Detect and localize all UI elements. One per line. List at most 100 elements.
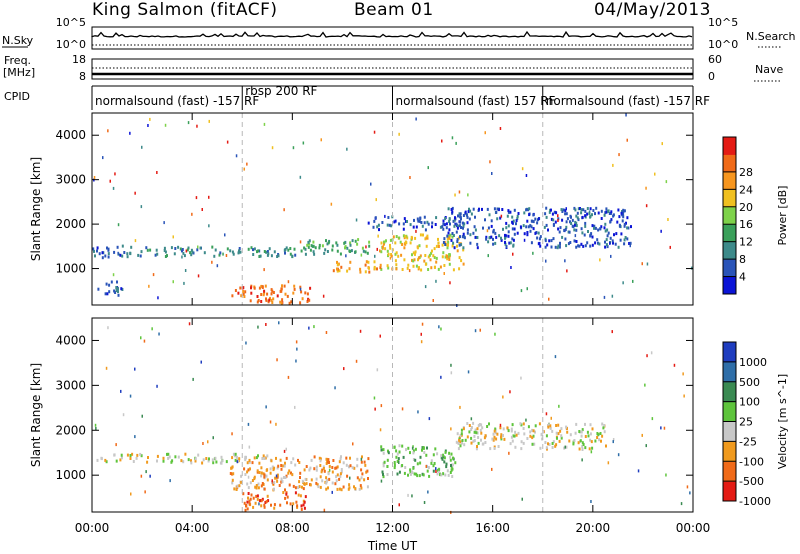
echo-cell (442, 251, 445, 255)
echo-cell (500, 437, 503, 441)
echo-cell (456, 224, 459, 228)
echo-cell (115, 286, 118, 289)
echo-cell (310, 478, 313, 482)
echo-cell (618, 223, 621, 227)
echo-cell (485, 235, 488, 239)
echo-cell (418, 474, 421, 478)
echo-cell (339, 474, 342, 478)
echo-cell (397, 254, 400, 258)
echo-cell (613, 233, 615, 237)
echo-cell (248, 502, 251, 506)
echo-cell (332, 269, 335, 273)
echo-cell (275, 476, 278, 480)
noise-cell (236, 460, 239, 464)
noise-cell (459, 405, 461, 409)
echo-cell (528, 207, 531, 211)
echo-cell (418, 219, 421, 223)
echo-cell (100, 457, 103, 461)
echo-cell (231, 481, 234, 485)
echo-cell (419, 233, 422, 237)
echo-cell (560, 427, 563, 431)
echo-cell (525, 208, 528, 212)
echo-cell (436, 452, 439, 456)
noise-cell (130, 492, 132, 496)
noise-cell (148, 284, 150, 288)
echo-cell (239, 286, 242, 290)
echo-cell (395, 449, 398, 453)
echo-cell (415, 264, 418, 268)
echo-cell (336, 269, 339, 273)
echo-cell (558, 439, 561, 443)
echo-cell (173, 252, 176, 256)
echo-cell (354, 239, 357, 243)
colorbar-tick-label: 8 (739, 253, 746, 266)
echo-cell (297, 486, 300, 489)
echo-cell (581, 448, 584, 451)
echo-cell (261, 482, 264, 485)
echo-cell (315, 468, 318, 472)
echo-cell (325, 476, 328, 480)
echo-cell (489, 447, 492, 451)
echo-cell (394, 219, 397, 223)
echo-cell (285, 492, 288, 496)
echo-cell (276, 466, 279, 470)
echo-cell (593, 224, 596, 228)
noise-cell (287, 280, 290, 284)
echo-cell (434, 447, 437, 451)
echo-cell (426, 469, 429, 473)
echo-cell (522, 427, 525, 430)
echo-cell (137, 253, 140, 257)
echo-cell (289, 502, 292, 506)
echo-cell (606, 234, 609, 238)
noise-cell (450, 363, 452, 367)
echo-cell (554, 444, 557, 448)
noise-cell (328, 468, 331, 472)
colorbar-cell (723, 206, 736, 225)
echo-cell (387, 266, 390, 270)
noise-cell (618, 153, 620, 157)
echo-cell (432, 469, 435, 473)
echo-cell (309, 466, 312, 470)
echo-cell (445, 465, 448, 469)
echo-cell (301, 297, 304, 301)
echo-cell (530, 225, 533, 229)
echo-cell (342, 485, 345, 489)
echo-cell (266, 292, 269, 296)
noise-cell (407, 493, 409, 497)
echo-cell (305, 482, 308, 486)
echo-cell (104, 458, 107, 462)
echo-cell (502, 434, 504, 437)
colorbar-cell (723, 224, 736, 243)
echo-cell (410, 470, 413, 474)
echo-cell (629, 241, 632, 245)
echo-cell (529, 229, 532, 233)
noise-cell (320, 138, 322, 142)
echo-cell (589, 423, 592, 427)
echo-cell (110, 280, 113, 284)
echo-cell (235, 488, 238, 491)
echo-cell (313, 467, 316, 471)
noise-cell (440, 375, 442, 379)
echo-cell (394, 241, 397, 245)
echo-cell (286, 501, 288, 505)
echo-cell (203, 251, 206, 255)
noise-cell (196, 124, 198, 128)
echo-cell (527, 425, 530, 429)
noise-cell (360, 457, 363, 461)
echo-cell (244, 458, 247, 462)
echo-cell (526, 437, 529, 440)
echo-cell (532, 227, 535, 231)
echo-cell (447, 240, 450, 244)
echo-cell (289, 247, 292, 250)
echo-cell (451, 210, 454, 214)
echo-cell (276, 475, 279, 479)
colorbar-tick-label: -500 (739, 475, 764, 488)
echo-cell (413, 472, 416, 476)
noise-cell (645, 204, 648, 208)
echo-cell (449, 222, 451, 226)
noise-cell (611, 294, 614, 298)
echo-cell (581, 231, 584, 235)
noise-cell (149, 117, 151, 121)
echo-cell (252, 248, 254, 252)
echo-cell (190, 461, 193, 465)
